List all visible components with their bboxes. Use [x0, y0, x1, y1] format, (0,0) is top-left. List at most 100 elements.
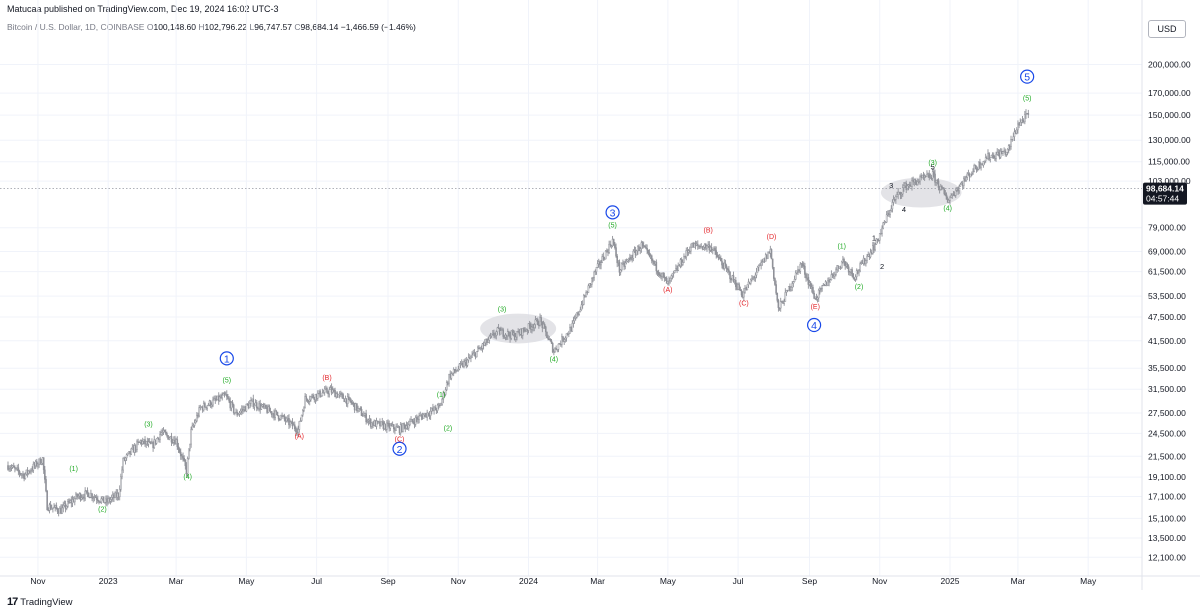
candle-body: [472, 353, 475, 356]
candle-body: [770, 249, 773, 260]
candle-body: [869, 251, 872, 258]
price-tick-label: 103,000.00: [1148, 176, 1191, 186]
last-price-value: 98,684.14: [1146, 184, 1184, 194]
candle-body: [227, 396, 229, 399]
candle-body: [508, 331, 510, 336]
candle-body: [376, 420, 379, 423]
candle-body: [124, 457, 127, 461]
candle-body: [619, 269, 622, 273]
candle-body: [471, 354, 473, 358]
currency-button[interactable]: USD: [1148, 20, 1186, 38]
candle-body: [983, 160, 986, 162]
candle-body: [118, 489, 121, 498]
candle-body: [728, 269, 730, 273]
candle-body: [758, 265, 760, 268]
candle-body: [265, 404, 267, 409]
candle-body: [550, 340, 553, 344]
candle-body: [76, 493, 78, 498]
candle-body: [612, 239, 615, 245]
symbol-name[interactable]: Bitcoin / U.S. Dollar, 1D, COINBASE: [7, 22, 145, 32]
wave-label: (4): [183, 474, 192, 481]
candle-body: [547, 337, 549, 340]
candle-body: [793, 279, 796, 282]
time-tick-label: Jul: [733, 576, 744, 586]
candle-body: [608, 243, 610, 253]
candle-body: [109, 499, 112, 502]
candle-body: [767, 251, 769, 259]
wave-label-major: 4: [811, 320, 817, 332]
candle-body: [489, 335, 492, 337]
candle-body: [245, 403, 248, 412]
footer-brand[interactable]: 17 TradingView: [7, 596, 73, 608]
candle-body: [280, 415, 282, 420]
candle-body: [891, 202, 894, 210]
grid-lines: [0, 0, 1142, 576]
price-tick-label: 12,100.00: [1148, 552, 1186, 562]
candle-body: [238, 412, 241, 415]
candle-body: [7, 465, 9, 470]
time-tick-label: May: [238, 576, 255, 586]
candle-body: [441, 398, 443, 405]
candle-body: [928, 173, 931, 178]
candle-body: [937, 180, 940, 188]
candle-body: [323, 388, 326, 393]
close-value: 98,684.14: [300, 22, 339, 32]
candle-body: [791, 283, 794, 288]
highlight-ellipse: [880, 177, 962, 208]
candle-body: [490, 333, 493, 337]
candle-body: [555, 348, 557, 351]
candle-body: [277, 415, 280, 420]
candle-body: [163, 430, 166, 433]
candle-body: [835, 269, 837, 275]
price-tick-label: 200,000.00: [1148, 60, 1191, 70]
wave-label-major: 1: [224, 353, 230, 365]
candle-body: [496, 327, 499, 332]
candle-body: [194, 420, 197, 423]
candle-body: [363, 414, 365, 417]
candle-body: [440, 403, 442, 406]
time-tick-label: Nov: [451, 576, 467, 586]
candle-body: [807, 277, 810, 285]
candle-body: [434, 406, 437, 411]
candle-body: [164, 431, 167, 434]
candle-body: [147, 441, 150, 445]
wave-label: (3): [928, 160, 937, 167]
candle-body: [779, 301, 782, 309]
candle-body: [751, 278, 753, 281]
candle-body: [204, 403, 206, 408]
candle-body: [211, 404, 213, 407]
time-tick-label: Mar: [169, 576, 184, 586]
price-tick-label: 19,100.00: [1148, 472, 1186, 482]
wave-label: (2): [855, 284, 864, 291]
candle-body: [720, 258, 722, 262]
candle-body: [381, 421, 384, 423]
candle-body: [260, 405, 263, 410]
candle-body: [517, 331, 519, 333]
candle-body: [392, 424, 395, 430]
candle-body: [644, 245, 646, 248]
candle-body: [749, 279, 752, 284]
candle-body: [926, 173, 928, 177]
candle-body: [73, 498, 76, 503]
candle-body: [231, 402, 234, 406]
candle-body: [386, 422, 388, 430]
candle-body: [138, 441, 141, 443]
candle-body: [304, 396, 306, 409]
candle-body: [321, 392, 324, 397]
candle-body: [988, 153, 990, 160]
time-tick-label: May: [660, 576, 677, 586]
wave-circle-icon: [1020, 69, 1035, 84]
wave-label: 4: [902, 205, 906, 214]
candle-body: [337, 394, 340, 398]
candle-body: [916, 181, 919, 185]
price-tick-label: 41,500.00: [1148, 336, 1186, 346]
candle-body: [360, 408, 363, 416]
candle-body: [626, 259, 629, 262]
candle-body: [995, 154, 997, 159]
candle-body: [159, 434, 161, 440]
candle-body: [847, 266, 850, 273]
candle-body: [183, 457, 185, 461]
candle-body: [450, 373, 453, 379]
candle-body: [625, 260, 628, 264]
